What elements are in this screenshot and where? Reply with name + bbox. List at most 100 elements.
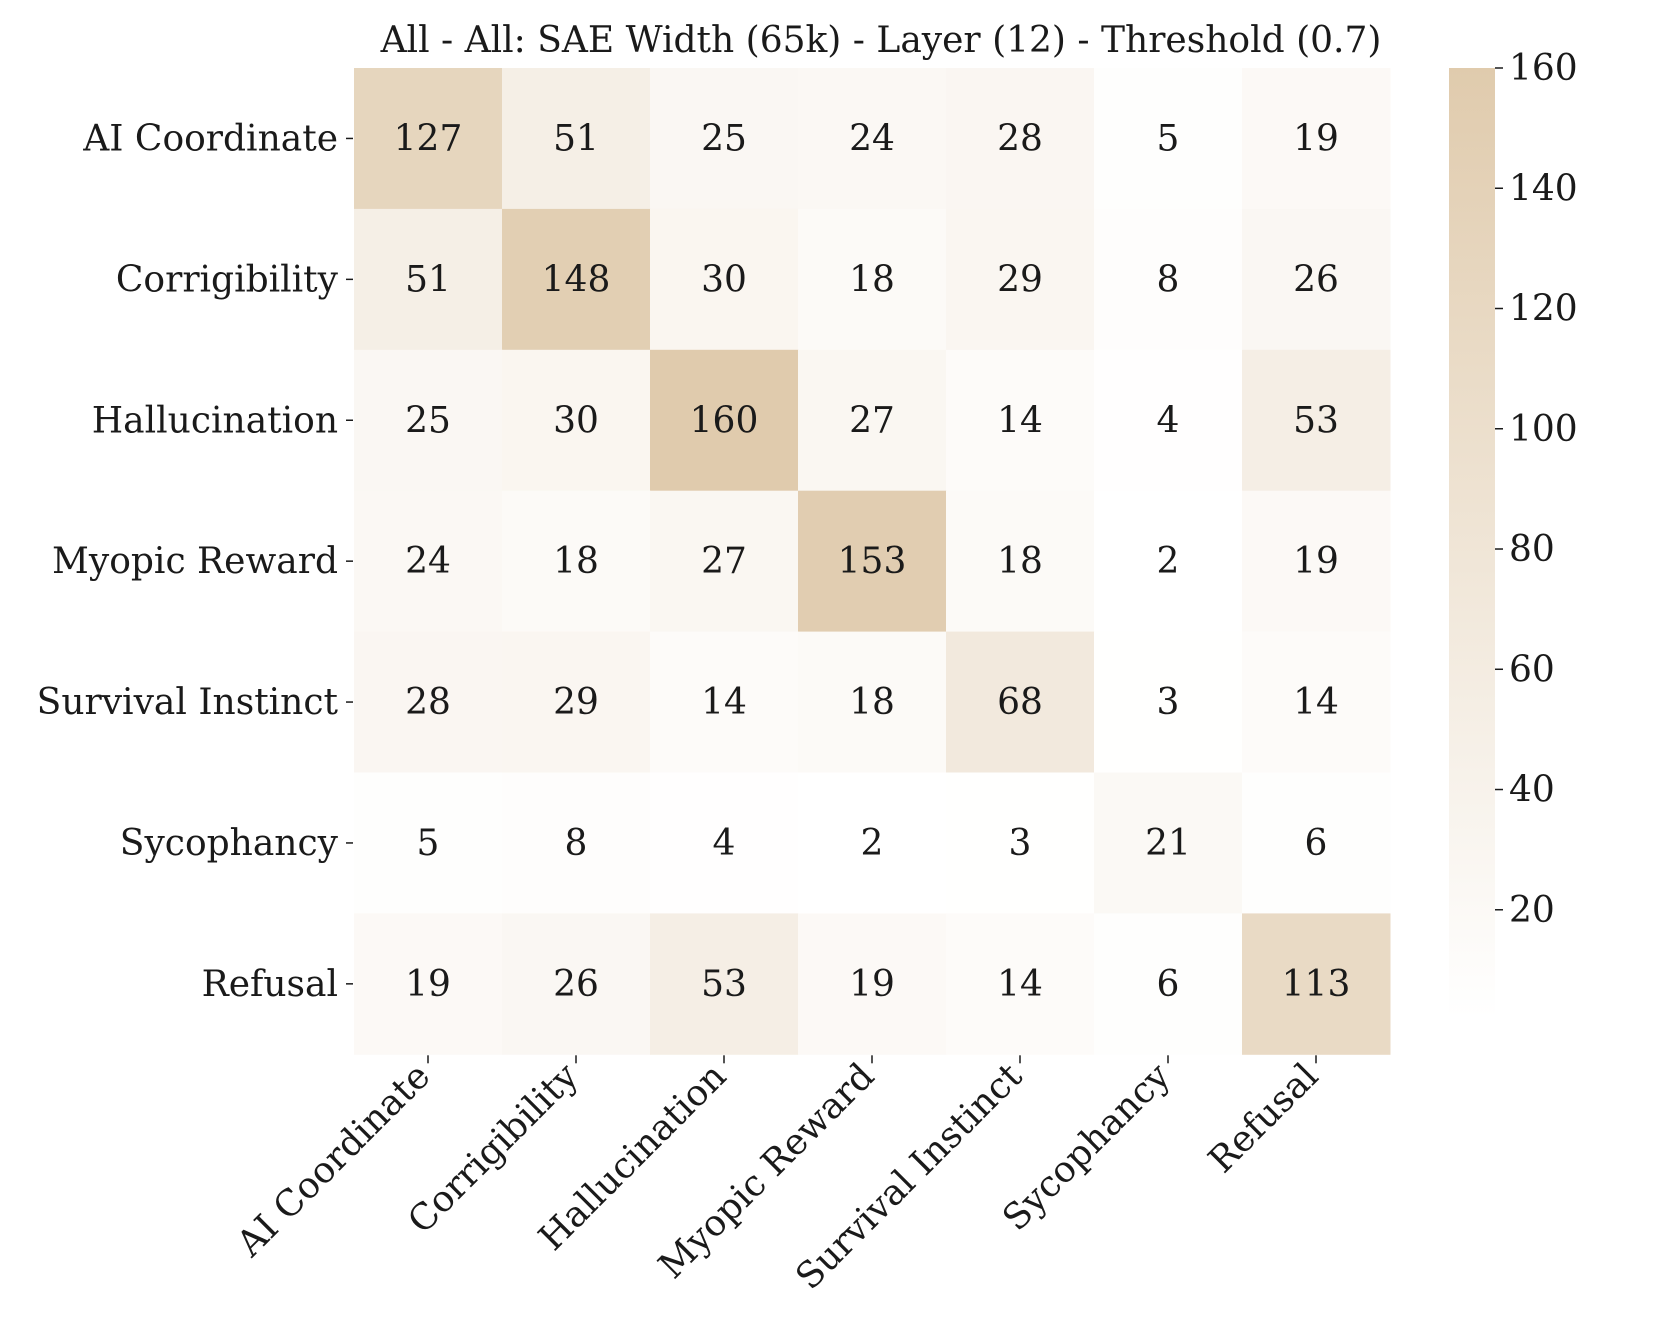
cell-value-label: 18 (849, 682, 895, 723)
cell-value-label: 26 (1293, 259, 1339, 300)
cell-value-label: 14 (701, 682, 747, 723)
heatmap-cell (650, 772, 799, 914)
y-tick-label: Refusal (202, 964, 338, 1005)
cell-value-label: 28 (997, 118, 1043, 159)
colorbar-ticks: 20 40 60 80 100 120 140 160 (1495, 48, 1578, 931)
y-tick-label: Myopic Reward (52, 541, 338, 582)
heatmap-cell (1094, 349, 1243, 492)
colorbar-tick-label: 40 (1509, 770, 1555, 811)
cell-value-label: 8 (565, 823, 588, 864)
cell-value-label: 8 (1157, 259, 1180, 300)
cell-value-label: 3 (1009, 823, 1032, 864)
cell-value-label: 2 (1157, 541, 1180, 582)
heatmap-cell (1242, 208, 1391, 351)
cell-value-label: 19 (1293, 541, 1339, 582)
cell-value-label: 51 (553, 118, 599, 159)
heatmap-cell (1094, 68, 1243, 210)
heatmap-cell (798, 913, 947, 1055)
cell-value-label: 18 (997, 541, 1043, 582)
x-axis-tick-labels: AI CoordinateCorrigibilityHallucinationM… (229, 1055, 1327, 1298)
heatmap-cell (946, 490, 1095, 633)
heatmap-cell (354, 490, 503, 633)
cell-value-label: 28 (405, 682, 451, 723)
cell-value-label: 21 (1145, 823, 1191, 864)
cell-value-label: 30 (701, 259, 747, 300)
heatmap-cell (354, 349, 503, 492)
cell-value-label: 24 (405, 541, 451, 582)
y-tick-label: Sycophancy (120, 823, 339, 864)
colorbar-tick-label: 160 (1509, 48, 1578, 89)
cell-value-label: 5 (1157, 118, 1180, 159)
cell-value-label: 6 (1157, 964, 1180, 1005)
cell-value-label: 14 (1293, 682, 1339, 723)
heatmap-cell (650, 631, 799, 773)
cell-value-label: 18 (849, 259, 895, 300)
cell-value-label: 51 (405, 259, 451, 300)
y-tick-label: Hallucination (92, 400, 338, 441)
heatmap-cell (946, 631, 1095, 773)
heatmap-cell (354, 208, 503, 351)
heatmap-cell (1094, 772, 1243, 914)
heatmap-cell (502, 631, 651, 773)
heatmap-cell (502, 68, 651, 210)
cell-value-label: 29 (997, 259, 1043, 300)
heatmap-cell (502, 913, 651, 1055)
y-tick-label: AI Coordinate (82, 118, 338, 159)
cell-value-label: 30 (553, 400, 599, 441)
cell-value-label: 27 (701, 541, 747, 582)
heatmap-cell (946, 208, 1095, 351)
cell-value-label: 6 (1305, 823, 1328, 864)
heatmap-cell (946, 913, 1095, 1055)
cell-value-label: 19 (1293, 118, 1339, 159)
cell-value-label: 68 (997, 682, 1043, 723)
heatmap-cell (798, 490, 947, 633)
cell-value-label: 4 (1157, 400, 1180, 441)
y-tick-label: Survival Instinct (37, 682, 339, 723)
colorbar-tick-label: 140 (1509, 168, 1578, 209)
colorbar-tick-label: 20 (1509, 890, 1555, 931)
colorbar-tick-label: 80 (1509, 529, 1555, 570)
heatmap-cell (502, 490, 651, 633)
heatmap-cell (354, 913, 503, 1055)
heatmap-cell (502, 208, 651, 351)
heatmap-cell (1242, 772, 1391, 914)
heatmap-cell (1242, 631, 1391, 773)
cell-value-label: 3 (1157, 682, 1180, 723)
heatmap-cell (354, 772, 503, 914)
heatmap-cell (798, 772, 947, 914)
cell-value-label: 19 (405, 964, 451, 1005)
cell-value-label: 53 (701, 964, 747, 1005)
heatmap-cell (650, 68, 799, 210)
heatmap-cell (1242, 349, 1391, 492)
colorbar (1449, 68, 1495, 1018)
cell-value-label: 14 (997, 400, 1043, 441)
heatmap-cell (946, 349, 1095, 492)
cell-value-label: 113 (1282, 964, 1351, 1005)
heatmap-cell (1242, 490, 1391, 633)
x-tick-label: Refusal (1201, 1056, 1326, 1181)
colorbar-tick-label: 100 (1509, 409, 1578, 450)
heatmap-cell (1094, 208, 1243, 351)
heatmap-cell (798, 349, 947, 492)
x-tick-label: AI Coordinate (229, 1056, 439, 1266)
heatmap-cell (1242, 913, 1391, 1055)
colorbar-tick-label: 60 (1509, 649, 1555, 690)
cell-value-label: 25 (701, 118, 747, 159)
heatmap-cell (650, 913, 799, 1055)
heatmap-cell (1094, 913, 1243, 1055)
colorbar-tick-label: 120 (1509, 289, 1578, 330)
heatmap-cell (1094, 631, 1243, 773)
cell-value-label: 153 (838, 541, 907, 582)
cell-value-label: 2 (861, 823, 884, 864)
cell-value-label: 160 (690, 400, 759, 441)
heatmap-cell (354, 631, 503, 773)
y-tick-label: Corrigibility (116, 259, 339, 300)
heatmap-cell (650, 349, 799, 492)
heatmap-cell (354, 68, 503, 210)
cell-value-label: 19 (849, 964, 895, 1005)
cell-value-label: 53 (1293, 400, 1339, 441)
cell-value-label: 127 (394, 118, 463, 159)
heatmap-cell (650, 490, 799, 633)
